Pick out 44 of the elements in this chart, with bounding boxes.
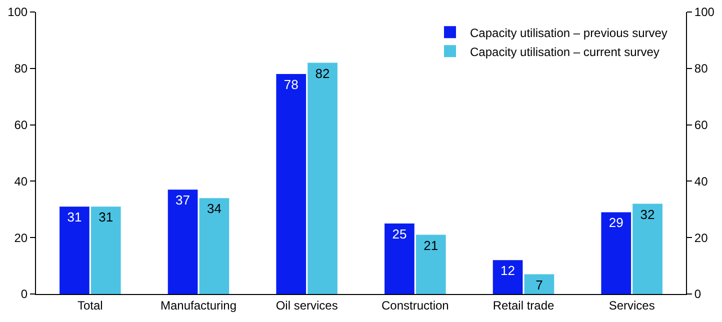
y-tick-label: 60 xyxy=(14,118,28,132)
bar xyxy=(168,190,198,294)
bar xyxy=(276,74,306,294)
data-label: 34 xyxy=(206,201,222,216)
bar xyxy=(384,224,414,294)
bar xyxy=(199,198,230,294)
y-tick-label: 0 xyxy=(20,287,28,302)
data-label: 12 xyxy=(500,263,516,278)
x-tick-label: Services xyxy=(608,298,655,312)
x-tick-label: Oil services xyxy=(276,298,338,312)
data-label: 29 xyxy=(608,215,624,230)
data-label: 32 xyxy=(640,206,655,222)
bar xyxy=(524,274,554,294)
x-tick-label: Construction xyxy=(381,298,449,312)
data-label: 31 xyxy=(98,210,114,225)
y2-tick-label: 100 xyxy=(694,5,715,20)
data-label: 21 xyxy=(424,238,438,253)
data-label: 82 xyxy=(315,66,330,81)
data-label: 78 xyxy=(284,77,298,92)
y-tick-label: 20 xyxy=(14,230,28,245)
legend-label: Capacity utilisation – previous survey xyxy=(470,26,668,40)
y2-tick-label: 0 xyxy=(694,287,702,302)
x-tick-label: Retail trade xyxy=(492,298,555,312)
legend-label: Capacity utilisation – current survey xyxy=(470,44,660,59)
y-tick-label: 40 xyxy=(14,174,28,188)
y2-tick-label: 40 xyxy=(694,174,708,188)
bar xyxy=(492,260,523,294)
bar xyxy=(308,62,338,294)
y-tick-label: 80 xyxy=(14,62,28,76)
y-tick-label: 100 xyxy=(8,5,28,20)
x-tick-label: Total xyxy=(77,298,103,312)
y2-tick-label: 80 xyxy=(694,62,708,76)
bar xyxy=(601,212,632,294)
data-label: 31 xyxy=(67,210,82,225)
bar xyxy=(632,204,662,294)
data-label: 7 xyxy=(536,277,543,292)
data-label: 37 xyxy=(176,192,190,208)
bar xyxy=(60,206,90,294)
x-tick-label: Manufacturing xyxy=(160,298,237,312)
y2-tick-label: 20 xyxy=(694,230,708,245)
bar xyxy=(90,206,121,294)
data-label: 25 xyxy=(392,226,407,242)
bar xyxy=(416,234,446,294)
y2-tick-label: 60 xyxy=(694,118,708,132)
